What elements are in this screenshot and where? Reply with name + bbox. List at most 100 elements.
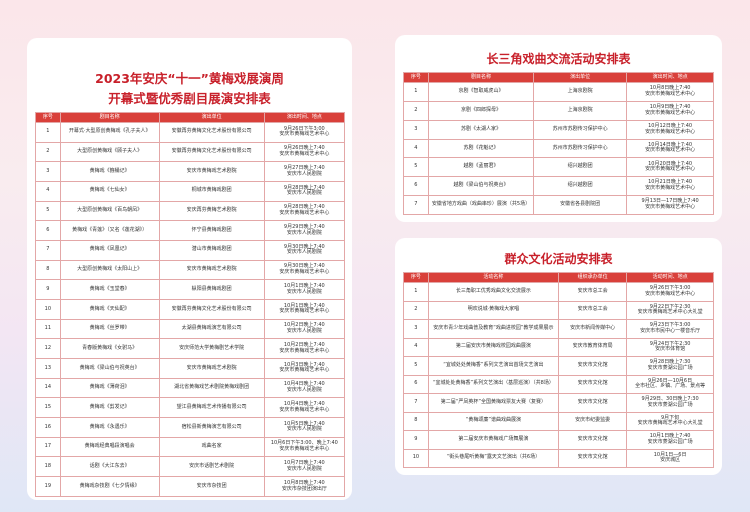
time: 10月5日晚上7:40 — [283, 420, 325, 427]
schedule-table: 序号 剧目名称 演出单位 演出时间、地点 1 开幕式·大型原创黄梅戏《孔子夫人》 安徽再芬黄… — [35, 112, 346, 497]
unit-cell: 上海京剧院 — [533, 82, 628, 102]
time-place-cell: 9月28日晚上7:40 安庆市黄梅戏艺术中心 — [263, 200, 346, 222]
row-number: 1 — [403, 82, 429, 102]
row: 8 大型原创黄梅戏《太阳山上》 安庆市黄梅戏艺术剧院 9月30日晚上7:40 安庆市黄梅… — [35, 259, 346, 281]
header-cell: 演出时间、地点 — [263, 112, 346, 123]
time: 10月1日晚上7:40 — [283, 282, 325, 289]
time-place-cell: 9月29日、30日晚上7:30 安庆市菱湖公园广场 — [626, 393, 714, 413]
name-cell: 苏剧《太湖人家》 — [427, 119, 535, 140]
name-cell: 安徽省地方戏曲（戏曲串珍）展演（共5场） — [427, 195, 535, 215]
row: 6 越剧《梁山伯与祝英台》 绍兴越剧团 10月21日晚上7:40 安庆市黄梅戏艺术中心 — [403, 176, 714, 197]
place: 安庆市人民剧院 — [286, 426, 322, 433]
unit-cell: 湖北省黄梅戏艺术剧院黄梅戏剧团 — [158, 377, 265, 399]
unit-cell: 枞阳县黄梅戏剧团 — [158, 279, 265, 301]
activity-table: 序号 活动名称 组织承办单位 活动时间、地点 1 长三角职工优秀戏曲文化交流展示 安庆市总工… — [403, 272, 714, 468]
place: 安庆市黄梅戏艺术中心 — [645, 290, 696, 297]
row: 3 黄梅戏《箍桶记》 安庆市黄梅戏艺术剧院 9月27日晚上7:40 安庆市人民剧院 — [35, 161, 346, 183]
name-cell: 黄梅戏《梁山伯与祝英台》 — [59, 358, 160, 379]
unit-cell: 安庆市文化馆 — [557, 430, 628, 450]
unit-cell: 安庆市文化馆 — [557, 448, 628, 468]
row-number: 19 — [35, 476, 61, 497]
row-number: 7 — [403, 195, 429, 215]
row-number: 15 — [35, 397, 61, 419]
header-cell: 活动名称 — [427, 272, 559, 283]
place: 安庆市杂技团演出厅 — [281, 485, 327, 492]
row-number: 3 — [403, 319, 429, 339]
row-number: 3 — [403, 119, 429, 140]
name-cell: 黄梅戏杂技剧《七夕情缘》 — [59, 476, 160, 497]
unit-cell: 安庆市总工会 — [557, 282, 628, 302]
unit-cell: 安庆市杂技团 — [158, 476, 265, 497]
time-place-cell: 10月21日晚上7:40 安庆市黄梅戏艺术中心 — [626, 176, 714, 197]
row-number: 17 — [35, 436, 61, 458]
left-card: 2023年安庆“十一”黄梅戏展演周 开幕式暨优秀剧目展演安排表 序号 剧目名称 演出… — [27, 38, 352, 500]
time-place-cell: 10月5日晚上7:40 安庆市人民剧院 — [263, 417, 346, 438]
time-place-cell: 10月12日晚上7:40 安庆市黄梅戏艺术中心 — [626, 119, 714, 140]
row-number: 6 — [403, 374, 429, 394]
place: 全市社区、乡镇、广场、景点等 — [635, 383, 706, 390]
unit-cell: 安庆市话剧艺术剧院 — [158, 456, 265, 478]
row-number: 5 — [403, 356, 429, 376]
time-place-cell: 9月27日晚上7:40 安庆市人民剧院 — [263, 161, 346, 183]
row: 12 青春版黄梅戏《女驸马》 安庆师范大学黄梅剧艺术学院 10月2日晚上7:40 安庆市… — [35, 338, 346, 360]
row-number: 6 — [35, 220, 61, 242]
time: 10月6日下午3:00、晚上7:40 — [270, 440, 338, 447]
row: 5 “宜城处处黄梅香”系列文艺演出首场文艺演出 安庆市文化馆 9月28日晚上7:30 安… — [403, 356, 714, 376]
header-row: 序号 活动名称 组织承办单位 活动时间、地点 — [403, 272, 714, 283]
name-cell: 黄梅戏《天仙配》 — [59, 299, 160, 320]
unit-cell: 宿松县新黄梅演艺有限公司 — [158, 417, 265, 438]
name-cell: 黄梅戏《剪发记》 — [59, 397, 160, 419]
row: 18 话剧《大江东去》 安庆市话剧艺术剧院 10月7日晚上7:40 安庆市人民剧院 — [35, 456, 346, 478]
top-card: 长三角戏曲交流活动安排表 序号 剧目名称 演出单位 演出时间、地点 1 京剧《智取威虎山》… — [395, 35, 722, 222]
time-place-cell: 10月1日—6日 安庆城区 — [626, 448, 714, 468]
unit-cell: 安庆市黄梅戏艺术剧院 — [158, 358, 265, 379]
row: 11 黄梅戏《丝罗带》 太湖县黄梅戏演艺有限公司 10月2日晚上7:40 安庆市人民剧院 — [35, 318, 346, 340]
time: 9月13日—17日晚上7:40 — [641, 198, 699, 205]
row: 16 黄梅戏《永遇乐》 宿松县新黄梅演艺有限公司 10月5日晚上7:40 安庆市人民剧院 — [35, 417, 346, 438]
time: 9月26日—10月6日 — [648, 377, 693, 384]
time-place-cell: 10月8日晚上7:40 安庆市黄梅戏艺术中心 — [626, 82, 714, 102]
time-place-cell: 10月2日晚上7:40 安庆市黄梅戏艺术中心 — [263, 338, 346, 360]
row: 2 京剧《四郎探母》 上海京剧院 10月9日晚上7:40 安庆市黄梅戏艺术中心 — [403, 100, 714, 121]
row-number: 16 — [35, 417, 61, 438]
time: 9月28日晚上7:30 — [649, 359, 691, 365]
row-number: 8 — [403, 411, 429, 431]
time-place-cell: 10月3日晚上7:40 安庆市黄梅戏艺术中心 — [263, 358, 346, 379]
time-place-cell: 10月6日下午3:00、晚上7:40 安庆市黄梅戏艺术中心 — [263, 436, 346, 458]
row: 2 大型原创黄梅戏《顾子夫人》 安徽再芬黄梅文化艺术股份有限公司 9月26日晚上7:4… — [35, 141, 346, 163]
name-cell: “宜城处处黄梅香”系列文艺演出（基层巡演）（共8场） — [427, 374, 559, 394]
unit-cell: 安庆市教育体育局 — [557, 337, 628, 357]
row-number: 14 — [35, 377, 61, 399]
schedule-table: 序号 剧目名称 演出单位 演出时间、地点 1 京剧《智取威虎山》 上海京剧院 10月8日晚上7… — [403, 72, 714, 215]
name-cell: 大型原创黄梅戏《太阳山上》 — [59, 259, 160, 281]
place: 安庆市市民中心一楼音乐厅 — [640, 327, 701, 334]
row-number: 10 — [403, 448, 429, 468]
name-cell: 京剧《智取威虎山》 — [427, 82, 535, 102]
place: 安庆市人民剧院 — [286, 328, 322, 335]
time: 9月28日晚上7:40 — [283, 204, 325, 211]
name-cell: 第二届安庆市黄梅戏校园戏曲展演 — [427, 337, 559, 357]
unit-cell: 安庆再芬黄梅艺术剧院 — [158, 200, 265, 222]
place: 安庆市黄梅戏艺术中心 — [645, 204, 696, 211]
place: 安庆市黄梅戏艺术中心 — [279, 269, 330, 276]
name-cell: 京剧《四郎探母》 — [427, 100, 535, 121]
row: 10 黄梅戏《天仙配》 安徽再芬黄梅文化艺术股份有限公司 10月1日晚上7:40 安庆市… — [35, 299, 346, 320]
unit-cell: 安庆市总工会 — [557, 300, 628, 320]
place: 安庆市黄梅戏艺术中心 — [279, 131, 330, 138]
row-number: 5 — [403, 157, 429, 178]
header-cell: 演出单位 — [158, 112, 265, 123]
time-place-cell: 9月30日晚上7:40 安庆市人民剧院 — [263, 240, 346, 261]
header-cell: 序号 — [35, 112, 61, 123]
row: 2 明欢说城·黄梅戏大家唱 安庆市总工会 9月22日下午2:30 安庆市黄梅戏艺术中心大… — [403, 300, 714, 320]
row: 14 黄梅戏《薄荷泪》 湖北省黄梅戏艺术剧院黄梅戏剧团 10月4日晚上7:40 安庆市人… — [35, 377, 346, 399]
row: 19 黄梅戏杂技剧《七夕情缘》 安庆市杂技团 10月8日晚上7:40 安庆市杂技团演出厅 — [35, 476, 346, 497]
place: 安庆市黄梅戏艺术中心 — [645, 185, 696, 192]
time-place-cell: 10月7日晚上7:40 安庆市人民剧院 — [263, 456, 346, 478]
time-place-cell: 10月9日晚上7:40 安庆市黄梅戏艺术中心 — [626, 100, 714, 121]
time-place-cell: 9月30日晚上7:40 安庆市黄梅戏艺术中心 — [263, 259, 346, 281]
name-cell: “宜城处处黄梅香”系列文艺演出首场文艺演出 — [427, 356, 559, 376]
place: 安庆市人民剧院 — [286, 170, 322, 177]
title: 群众文化活动安排表 — [504, 252, 613, 266]
time-place-cell: 9月26日—10月6日 全市社区、乡镇、广场、景点等 — [626, 374, 714, 394]
name-cell: 越剧《孟丽君》 — [427, 157, 535, 178]
